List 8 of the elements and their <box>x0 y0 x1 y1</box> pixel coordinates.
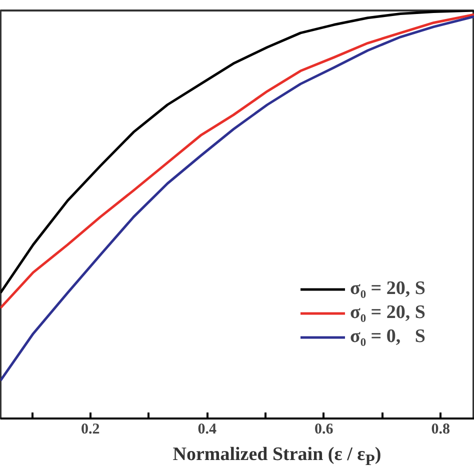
x-tick-label: 0.8 <box>431 422 450 438</box>
legend-label: σ₀ = 20, S <box>350 278 426 300</box>
x-tick-label: 0.4 <box>198 422 218 438</box>
legend-label: σ₀ = 20, S <box>350 302 426 324</box>
x-tick-label: 0.2 <box>81 422 100 438</box>
x-tick-label: 0.6 <box>314 422 334 438</box>
legend-label: σ₀ = 0, S <box>350 326 426 348</box>
x-axis-title: Normalized Strain (ε / ε$_{P}$) <box>172 443 382 471</box>
